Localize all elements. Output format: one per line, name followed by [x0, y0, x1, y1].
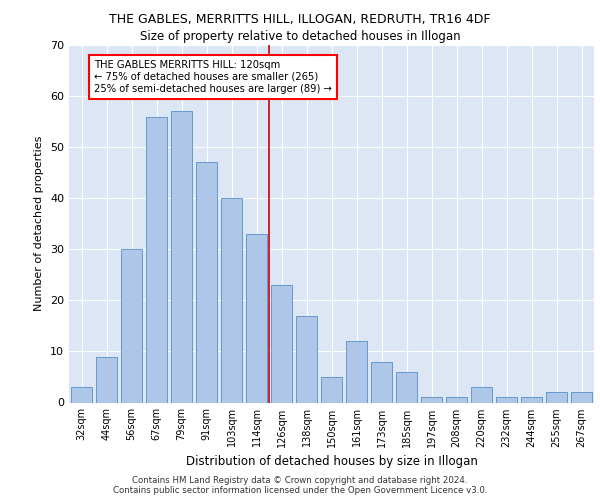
Bar [371, 362, 392, 403]
Bar [121, 250, 142, 402]
Bar [271, 285, 292, 403]
Bar [571, 392, 592, 402]
Text: Size of property relative to detached houses in Illogan: Size of property relative to detached ho… [140, 30, 460, 43]
Bar [296, 316, 317, 402]
Text: THE GABLES MERRITTS HILL: 120sqm
← 75% of detached houses are smaller (265)
25% : THE GABLES MERRITTS HILL: 120sqm ← 75% o… [94, 60, 332, 94]
Bar [171, 112, 192, 403]
Bar [96, 356, 117, 403]
Bar [521, 398, 542, 402]
Y-axis label: Number of detached properties: Number of detached properties [34, 136, 44, 312]
Text: THE GABLES, MERRITTS HILL, ILLOGAN, REDRUTH, TR16 4DF: THE GABLES, MERRITTS HILL, ILLOGAN, REDR… [109, 12, 491, 26]
Bar [196, 162, 217, 402]
Bar [146, 116, 167, 403]
Bar [546, 392, 567, 402]
Bar [421, 398, 442, 402]
Text: Contains HM Land Registry data © Crown copyright and database right 2024.: Contains HM Land Registry data © Crown c… [132, 476, 468, 485]
Bar [471, 387, 492, 402]
Bar [321, 377, 342, 402]
X-axis label: Distribution of detached houses by size in Illogan: Distribution of detached houses by size … [185, 455, 478, 468]
Bar [496, 398, 517, 402]
Bar [396, 372, 417, 402]
Bar [246, 234, 267, 402]
Bar [446, 398, 467, 402]
Bar [221, 198, 242, 402]
Text: Contains public sector information licensed under the Open Government Licence v3: Contains public sector information licen… [113, 486, 487, 495]
Bar [71, 387, 92, 402]
Bar [346, 341, 367, 402]
